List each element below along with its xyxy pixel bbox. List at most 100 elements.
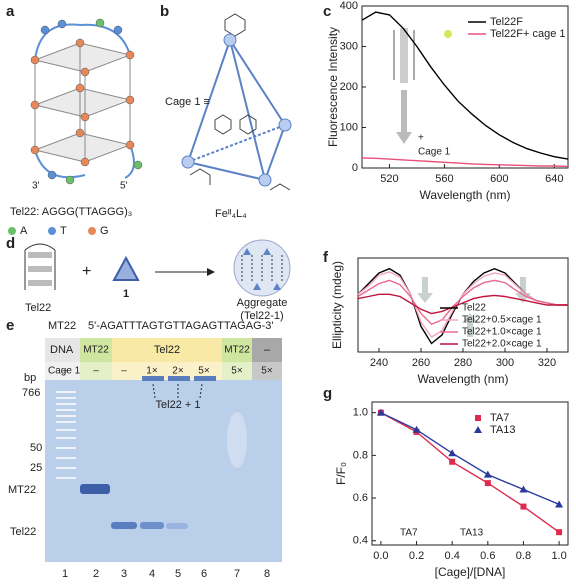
legend-swatch <box>474 426 482 433</box>
cell: MT22 <box>224 345 250 356</box>
legend-label: TA7 <box>490 412 509 424</box>
y-axis-label: F/F₀ <box>334 462 348 485</box>
y-tick-label: 0.6 <box>353 492 368 504</box>
legend-swatch <box>8 227 16 235</box>
marker-label: Tel22 <box>10 526 36 538</box>
arrow-head <box>207 268 215 276</box>
panel-label: a <box>6 3 15 20</box>
point <box>519 485 528 493</box>
point <box>448 449 457 457</box>
panel-label: e <box>6 317 14 334</box>
annotation: TA13 <box>460 528 484 539</box>
y-tick-label: 0.4 <box>353 535 368 547</box>
cell: Tel22 <box>154 344 180 356</box>
x-tick-label: 640 <box>545 173 563 185</box>
y-tick-label: 1.0 <box>353 407 368 419</box>
legend-label: Tel22+2.0×cage 1 <box>462 339 542 350</box>
point <box>412 425 421 433</box>
legend-swatch <box>88 227 96 235</box>
cage-label: Cage 1 ≡ <box>165 96 210 108</box>
x-tick-label: 520 <box>380 173 398 185</box>
y-tick-label: 0 <box>352 162 358 174</box>
legend-label: Tel22+1.0×cage 1 <box>462 327 542 338</box>
panel-label: c <box>323 3 331 20</box>
marker-label: 25 <box>30 462 42 474</box>
panel-label: f <box>323 249 329 266</box>
legend-label: Tel22F <box>490 16 523 28</box>
quadruplex <box>33 23 135 179</box>
lane-number: 8 <box>264 568 270 580</box>
legend-swatch <box>48 227 56 235</box>
y-tick-label: 300 <box>340 40 358 52</box>
point <box>520 503 527 510</box>
x-axis-label: Wavelength (nm) <box>418 372 509 386</box>
cell: MT22 <box>83 345 109 356</box>
panel-label: g <box>323 385 332 402</box>
formula: Feᴵᴵ₄L₄ <box>215 208 247 220</box>
annotation: Tel22 + 1 <box>156 399 201 411</box>
end-label: 5' <box>120 181 128 192</box>
y-tick-label: 400 <box>340 0 358 12</box>
marker-label: 766 <box>22 387 40 399</box>
trend-line <box>380 412 560 506</box>
legend-label: A <box>20 225 28 237</box>
cage-cell: 2× <box>172 366 184 377</box>
lane-number: 2 <box>93 568 99 580</box>
x-axis-label: [Cage]/[DNA] <box>435 565 506 579</box>
end-label: 3' <box>32 181 40 192</box>
cage-icon <box>112 255 140 281</box>
marker-label: MT22 <box>8 484 36 496</box>
cage-cell: – <box>121 366 127 377</box>
cage-cell: 1× <box>146 366 158 377</box>
line-series <box>361 11 569 160</box>
panel-label: b <box>160 3 169 20</box>
legend-label: Tel22 <box>462 303 486 314</box>
line-series <box>361 157 569 168</box>
lane-number: 4 <box>149 568 155 580</box>
label: (Tel22-1) <box>240 310 283 322</box>
x-tick-label: 300 <box>496 357 514 369</box>
legend-label: TA13 <box>490 424 515 436</box>
cell: – <box>264 344 271 356</box>
cage-cell: 5× <box>198 366 210 377</box>
x-tick-label: 0.4 <box>445 550 460 562</box>
marker-label: 50 <box>30 442 42 454</box>
y-tick-label: 100 <box>340 121 358 133</box>
label: Tel22 <box>25 302 51 314</box>
point <box>483 470 492 478</box>
x-tick-label: 240 <box>370 357 388 369</box>
cage-cell: 5× <box>261 366 273 377</box>
x-axis-label: Wavelength (nm) <box>420 188 511 202</box>
legend-label: G <box>100 225 109 237</box>
y-tick-label: 200 <box>340 81 358 93</box>
lane-number: 1 <box>62 568 68 580</box>
row-label: DNA <box>50 344 74 356</box>
lane-number: 6 <box>201 568 207 580</box>
sequence: 5'-AGATTTAGTGTTAGAGTTAGAG-3' <box>88 320 274 332</box>
label: 1 <box>123 288 129 300</box>
x-tick-label: 0.2 <box>409 550 424 562</box>
cage-cell: – <box>62 366 68 377</box>
sequence: Tel22: AGGG(TTAGGG)₃ <box>10 206 132 218</box>
x-tick-label: 560 <box>435 173 453 185</box>
legend-label: T <box>60 225 67 237</box>
lane-number: 7 <box>234 568 240 580</box>
legend-label: Tel22+0.5×cage 1 <box>462 315 542 326</box>
y-axis-label: Ellipticity (mdeg) <box>330 261 344 349</box>
legend-label: Tel22F+ cage 1 <box>490 28 566 40</box>
lane-number: 5 <box>175 568 181 580</box>
plot-frame <box>371 401 569 546</box>
cage-structure <box>186 13 291 191</box>
annotation: Cage 1 <box>418 147 451 158</box>
x-tick-label: 0.8 <box>516 550 531 562</box>
sequence-name: MT22 <box>48 320 76 332</box>
trend-line <box>380 412 560 533</box>
y-axis-label: Fluorescence Intensity <box>326 27 340 147</box>
x-tick-label: 280 <box>454 357 472 369</box>
plus: + <box>82 263 91 280</box>
annotation: TA7 <box>400 528 418 539</box>
tel22-icon <box>24 243 56 290</box>
x-tick-label: 320 <box>538 357 556 369</box>
x-tick-label: 260 <box>412 357 430 369</box>
